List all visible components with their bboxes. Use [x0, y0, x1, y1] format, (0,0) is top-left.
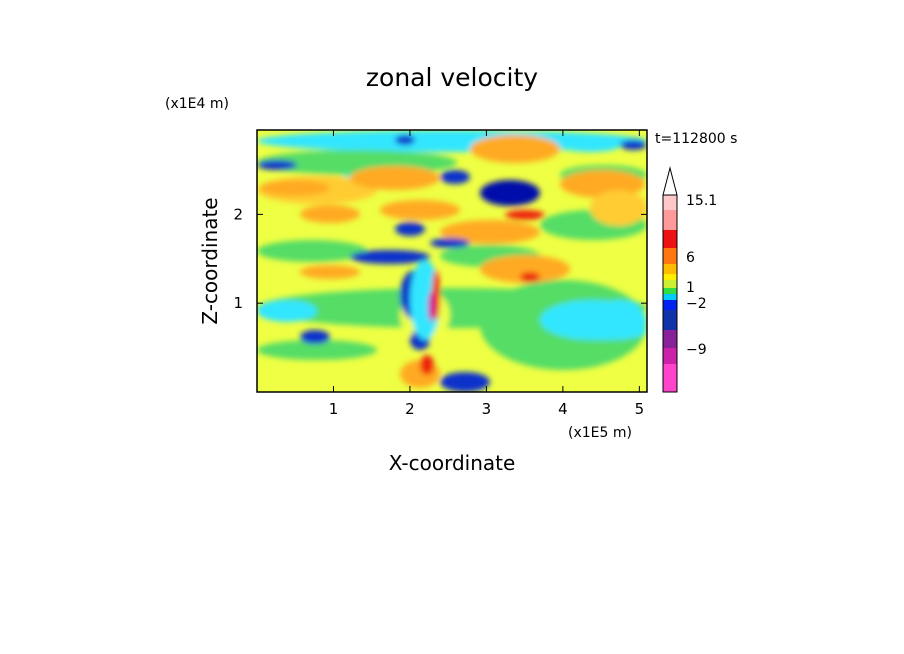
contour-region: [470, 135, 560, 163]
x-tick-label: 5: [635, 400, 645, 418]
contour-region: [432, 270, 440, 320]
contour-region: [440, 372, 490, 392]
time-label: t=112800 s: [655, 131, 737, 147]
colorbar-swatch: [663, 330, 677, 348]
colorbar-swatch: [663, 248, 677, 264]
colorbar-swatch: [663, 274, 677, 280]
colorbar-frame: [662, 194, 678, 393]
contour-region: [257, 160, 297, 170]
x-tick-label: 2: [405, 400, 415, 418]
colorbar-arrow: [662, 166, 678, 196]
contour-region: [410, 260, 440, 340]
contour-region: [380, 200, 460, 220]
contour-region: [620, 140, 647, 150]
colorbar-label: 15.1: [686, 193, 717, 209]
x-axis: 1 2 3 4 5: [329, 130, 644, 418]
contour-region: [400, 360, 440, 388]
contour-region: [600, 300, 640, 316]
contour-region: [260, 180, 330, 196]
colorbar-swatch: [663, 280, 677, 288]
contour-region: [257, 300, 317, 322]
colorbar-swatch: [663, 294, 677, 300]
contour-region: [520, 272, 540, 282]
colorbar-swatch: [663, 230, 677, 248]
x-tick-label: 3: [482, 400, 492, 418]
contour-region: [480, 255, 570, 283]
colorbar-swatch: [663, 364, 677, 392]
contour-region: [395, 222, 425, 236]
contour-region: [257, 340, 377, 360]
colorbar-swatch: [663, 310, 677, 330]
y-axis-label: Z-coordinate: [198, 197, 222, 324]
contour-region: [300, 265, 360, 279]
contour-region: [480, 180, 540, 206]
x-tick-label: 4: [558, 400, 568, 418]
contour-region: [350, 166, 440, 190]
contour-region: [440, 220, 540, 244]
contour-region: [395, 135, 415, 145]
y-tick-label: 1: [233, 294, 243, 312]
contour-region: [350, 250, 430, 264]
y-multiplier-label: (x1E4 m): [165, 96, 229, 112]
colorbar: 15.1 6 1−2 −9: [662, 166, 717, 393]
colorbar-label: −9: [686, 342, 707, 358]
chart-title: zonal velocity: [366, 63, 538, 92]
contour-field: [257, 130, 647, 392]
x-tick-label: 1: [329, 400, 339, 418]
contour-region: [440, 170, 470, 184]
colorbar-label: 1: [686, 280, 695, 296]
plot-frame: [256, 129, 648, 393]
colorbar-swatch: [663, 195, 677, 210]
x-multiplier-label: (x1E5 m): [568, 425, 632, 441]
colorbar-swatch: [663, 300, 677, 310]
colorbar-swatches: [663, 195, 677, 392]
field-contours: [257, 130, 647, 392]
contour-region: [300, 205, 360, 223]
colorbar-swatch: [663, 210, 677, 230]
contour-region: [257, 240, 367, 262]
colorbar-swatch: [663, 348, 677, 364]
colorbar-label: −2: [686, 296, 707, 312]
contour-region: [505, 210, 545, 220]
contour-region: [300, 330, 330, 344]
y-axis: 12: [233, 205, 647, 312]
contour-region: [570, 322, 647, 340]
contour-region: [590, 190, 647, 226]
contour-region: [430, 238, 470, 248]
colorbar-swatch: [663, 288, 677, 294]
colorbar-labels: 15.1 6 1−2 −9: [686, 193, 717, 358]
colorbar-swatch: [663, 264, 677, 274]
colorbar-label: 6: [686, 250, 695, 266]
contour-region: [420, 355, 434, 375]
contour-region: [428, 292, 434, 322]
contour-region: [560, 140, 620, 152]
y-tick-label: 2: [233, 205, 243, 223]
x-axis-label: X-coordinate: [389, 451, 516, 475]
